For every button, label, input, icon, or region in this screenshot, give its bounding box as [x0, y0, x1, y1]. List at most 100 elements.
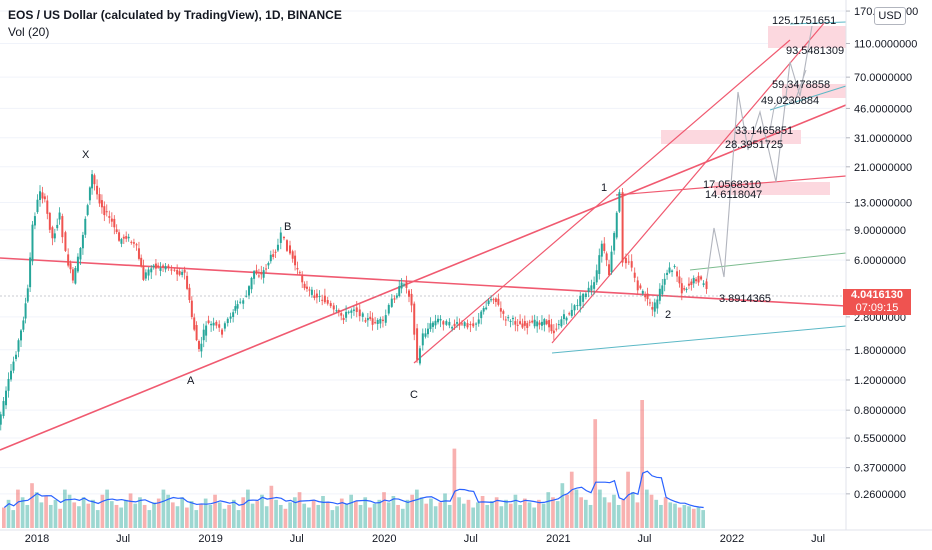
volume-bar — [447, 504, 452, 528]
candle-body — [593, 282, 596, 289]
volume-bar — [147, 510, 152, 528]
volume-bar — [494, 497, 499, 528]
candle-body — [29, 257, 32, 288]
candle-body — [683, 288, 686, 290]
volume-bar — [471, 507, 476, 528]
candle-body — [600, 243, 603, 257]
candle-body — [514, 321, 517, 325]
volume-bar — [119, 507, 124, 528]
volume-bar — [368, 507, 372, 528]
candle-body — [93, 175, 96, 185]
candle-body — [639, 285, 642, 289]
candle-body — [157, 265, 160, 267]
candle-body — [366, 318, 369, 321]
volume-bar — [508, 503, 513, 528]
candle-body — [536, 321, 539, 327]
candle-body — [431, 322, 434, 327]
candle-body — [110, 218, 113, 222]
volume-bar — [161, 489, 166, 528]
volume-bar — [485, 504, 490, 528]
volume-indicator-label[interactable]: Vol (20) — [8, 25, 50, 39]
candle-body — [676, 271, 679, 277]
candle-body — [74, 268, 77, 284]
candle-body — [557, 324, 560, 326]
volume-bar — [292, 497, 297, 528]
candle-body — [183, 269, 186, 273]
candle-body — [22, 320, 25, 330]
candle-body — [379, 318, 382, 324]
candle-body — [533, 319, 536, 327]
volume-bar — [109, 501, 114, 528]
volume-bar — [325, 502, 330, 528]
candle-body — [466, 323, 469, 328]
candle-body — [159, 267, 162, 271]
annotations: X A B C 1 2 125.1751651 93.5481309 59.3478858 49.… — [82, 15, 844, 401]
candle-body — [448, 321, 451, 326]
volume-bar — [391, 496, 396, 528]
candle-body — [400, 282, 403, 289]
candle-body — [267, 262, 270, 266]
wave-label: A — [187, 375, 195, 387]
volume-bar — [307, 507, 311, 528]
volume-bar — [156, 498, 161, 528]
candle-body — [463, 322, 466, 327]
candle-body — [439, 318, 442, 321]
candle-body — [296, 267, 299, 270]
volume-bar — [541, 503, 546, 528]
candle-body — [695, 279, 698, 282]
wave-label: B — [284, 221, 291, 233]
volume-bar — [241, 497, 246, 528]
candle-body — [178, 271, 181, 275]
candle-body — [200, 343, 203, 352]
candle-body — [648, 302, 651, 304]
volume-bar — [612, 494, 616, 528]
candle-body — [10, 370, 13, 380]
volume-bar — [598, 489, 602, 528]
trend-line-teal — [769, 85, 847, 111]
price-level-label: 93.5481309 — [786, 45, 844, 57]
candle-body — [337, 309, 340, 312]
volume-bar — [673, 503, 677, 528]
volume-bar — [616, 504, 621, 528]
candle-body — [680, 283, 683, 294]
price-axis[interactable]: 170.0000000110.000000070.000000046.00000… — [845, 0, 918, 530]
candle-body — [475, 323, 478, 325]
candle-body — [437, 318, 440, 323]
candle-body — [326, 300, 329, 304]
candle-body — [197, 341, 200, 350]
candle-body — [595, 270, 598, 283]
candle-body — [603, 243, 606, 251]
volume-bar — [297, 492, 302, 528]
candle-body — [502, 311, 505, 314]
volume-bar — [264, 506, 269, 528]
bar-countdown: 07:09:15 — [855, 302, 899, 314]
candle-body — [540, 321, 543, 326]
candle-body — [565, 317, 568, 321]
candle-body — [279, 232, 282, 243]
volume-bar — [400, 508, 405, 528]
time-axis[interactable]: 2018 Jul 2019 Jul 2020 Jul 2021 Jul 2022 Jul — [0, 529, 932, 545]
volume-bar — [91, 499, 95, 528]
volume-bar — [330, 510, 335, 528]
candle-body — [410, 293, 413, 306]
volume-bar — [311, 499, 316, 528]
candle-body — [234, 306, 237, 311]
chart-grid — [0, 10, 846, 495]
volume-bars — [2, 400, 705, 528]
candle-body — [282, 237, 285, 239]
volume-bar — [124, 499, 128, 528]
volume-bar — [626, 471, 630, 528]
candle-body — [570, 309, 573, 316]
candle-body — [98, 194, 101, 204]
candle-body — [162, 265, 165, 267]
candle-body — [605, 253, 608, 261]
candle-body — [127, 236, 130, 239]
candle-body — [618, 192, 621, 212]
candle-body — [480, 311, 483, 319]
candle-body — [272, 254, 275, 257]
volume-bar — [114, 504, 119, 528]
candle-body — [403, 284, 406, 286]
currency-button[interactable]: USD — [874, 7, 906, 25]
volume-bar — [133, 503, 138, 528]
